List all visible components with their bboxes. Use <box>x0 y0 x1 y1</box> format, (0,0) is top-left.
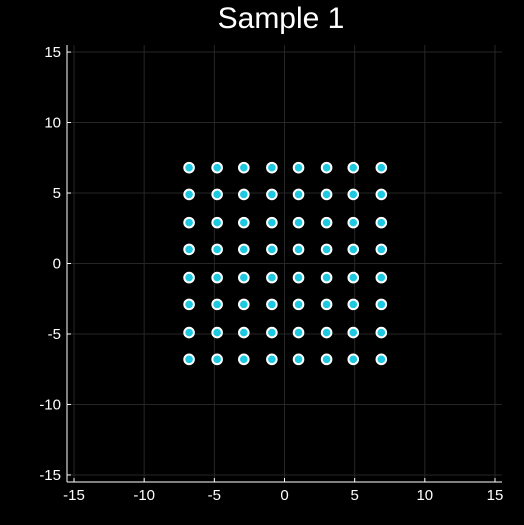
grid-lines <box>67 45 502 482</box>
data-point <box>320 326 333 339</box>
data-point <box>266 188 278 201</box>
data-point <box>320 271 333 284</box>
y-tick-label: 15 <box>44 44 61 61</box>
y-tick-label: -10 <box>39 396 61 413</box>
data-point <box>292 243 305 256</box>
data-point <box>238 326 250 339</box>
data-point <box>347 326 360 339</box>
data-point <box>375 353 388 366</box>
data-point <box>292 216 305 229</box>
y-tick-label: -15 <box>39 467 61 484</box>
data-point <box>292 271 305 284</box>
data-point <box>211 271 223 284</box>
data-point <box>292 326 305 339</box>
data-point <box>347 161 360 174</box>
data-point <box>238 298 250 311</box>
data-point <box>266 326 278 339</box>
data-point <box>238 353 250 366</box>
data-point <box>347 353 360 366</box>
data-point <box>320 298 333 311</box>
y-tick-label: 5 <box>53 185 61 202</box>
data-point <box>320 161 333 174</box>
data-points <box>183 161 388 366</box>
data-point <box>292 298 305 311</box>
data-point <box>183 216 195 229</box>
data-point <box>211 353 223 366</box>
y-tick-label: -5 <box>48 326 61 343</box>
data-point <box>183 353 195 366</box>
x-tick-label: -15 <box>63 487 85 504</box>
data-point <box>320 216 333 229</box>
data-point <box>238 216 250 229</box>
x-tick-label: 0 <box>280 487 288 504</box>
x-tick-label: 5 <box>350 487 358 504</box>
data-point <box>266 216 278 229</box>
data-point <box>347 298 360 311</box>
y-tick-label: 0 <box>53 256 61 273</box>
data-point <box>211 188 223 201</box>
data-point <box>211 243 223 256</box>
data-point <box>266 243 278 256</box>
data-point <box>183 298 195 311</box>
data-point <box>266 353 278 366</box>
data-point <box>375 188 388 201</box>
data-point <box>183 188 195 201</box>
data-point <box>347 243 360 256</box>
data-point <box>292 161 305 174</box>
data-point <box>238 161 250 174</box>
chart-title: Sample 1 <box>218 2 345 35</box>
data-point <box>238 188 250 201</box>
data-point <box>375 326 388 339</box>
data-point <box>292 188 305 201</box>
data-point <box>375 216 388 229</box>
data-point <box>183 243 195 256</box>
data-point <box>320 243 333 256</box>
data-point <box>375 243 388 256</box>
data-point <box>375 298 388 311</box>
data-point <box>266 271 278 284</box>
data-point <box>211 161 223 174</box>
data-point <box>292 353 305 366</box>
x-tick-label: -10 <box>133 487 155 504</box>
y-axis-ticks: -15 -10 -5 0 5 10 15 <box>39 44 71 484</box>
data-point <box>375 271 388 284</box>
x-tick-label: 15 <box>487 487 504 504</box>
data-point <box>238 243 250 256</box>
x-tick-label: 10 <box>416 487 433 504</box>
data-point <box>238 271 250 284</box>
data-point <box>347 271 360 284</box>
x-axis-ticks: -15 -10 -5 0 5 10 15 <box>63 478 503 504</box>
data-point <box>347 188 360 201</box>
x-tick-label: -5 <box>208 487 221 504</box>
y-tick-label: 10 <box>44 115 61 132</box>
data-point <box>347 216 360 229</box>
data-point <box>211 216 223 229</box>
data-point <box>266 298 278 311</box>
data-point <box>183 161 195 174</box>
data-point <box>183 326 195 339</box>
data-point <box>266 161 278 174</box>
data-point <box>320 353 333 366</box>
data-point <box>211 298 223 311</box>
data-point <box>211 326 223 339</box>
data-point <box>320 188 333 201</box>
data-point <box>375 161 388 174</box>
data-point <box>183 271 195 284</box>
